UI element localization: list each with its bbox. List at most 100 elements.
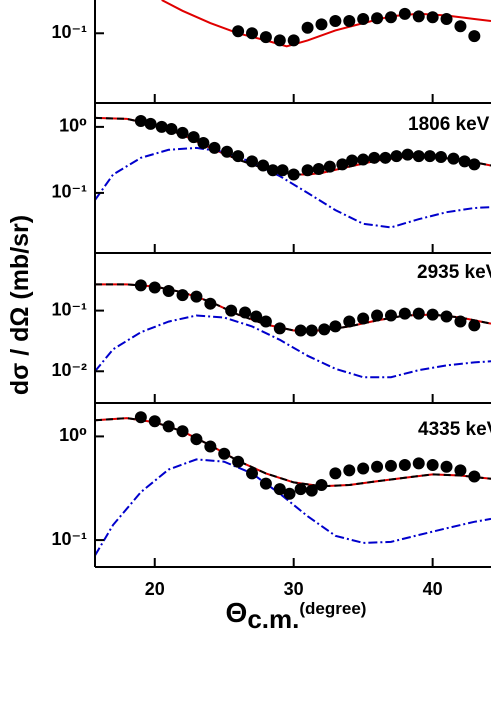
data-point bbox=[176, 289, 189, 302]
data-point bbox=[176, 126, 189, 139]
data-point bbox=[357, 462, 370, 475]
data-point bbox=[329, 320, 342, 333]
panel-annotation: 4335 keV bbox=[418, 419, 491, 440]
data-point bbox=[468, 470, 481, 483]
y-tick-label: 10⁻¹ bbox=[51, 182, 87, 202]
y-tick-label: 10⁻¹ bbox=[51, 22, 87, 42]
data-point bbox=[468, 30, 481, 43]
data-point bbox=[368, 151, 381, 164]
panel: 10⁰ 10⁻¹ 1806 keV bbox=[51, 102, 491, 254]
data-point bbox=[259, 31, 272, 44]
data-point bbox=[315, 478, 328, 491]
data-point bbox=[371, 460, 384, 473]
data-point bbox=[155, 120, 168, 133]
data-point bbox=[148, 281, 161, 294]
data-point bbox=[165, 122, 178, 135]
data-point bbox=[239, 306, 252, 319]
data-point bbox=[315, 18, 328, 31]
data-point bbox=[357, 312, 370, 325]
curve bbox=[161, 0, 491, 48]
data-point bbox=[412, 307, 425, 320]
data-point bbox=[454, 315, 467, 328]
data-point bbox=[398, 307, 411, 320]
data-point bbox=[412, 150, 425, 163]
data-point bbox=[371, 12, 384, 25]
panel: 10⁻¹ 10⁻² 2935 keV bbox=[51, 252, 491, 404]
data-point bbox=[301, 21, 314, 34]
data-point bbox=[259, 315, 272, 328]
data-point bbox=[204, 297, 217, 310]
data-point bbox=[447, 152, 460, 165]
data-point bbox=[190, 433, 203, 446]
data-point bbox=[225, 304, 238, 317]
data-point bbox=[287, 34, 300, 47]
data-point bbox=[384, 11, 397, 24]
x-label-sub: c.m. bbox=[247, 604, 299, 634]
data-point bbox=[329, 467, 342, 480]
data-point bbox=[197, 137, 210, 150]
y-tick-label: 10⁰ bbox=[59, 116, 87, 136]
data-point bbox=[134, 411, 147, 424]
x-tick-label: 40 bbox=[423, 579, 443, 599]
data-point bbox=[343, 315, 356, 328]
data-point bbox=[305, 484, 318, 497]
data-point bbox=[144, 117, 157, 130]
panel-annotation: 1806 keV bbox=[408, 114, 490, 135]
data-point bbox=[246, 467, 259, 480]
curve bbox=[95, 146, 491, 229]
data-point bbox=[468, 158, 481, 171]
data-point bbox=[329, 14, 342, 27]
data-point bbox=[176, 425, 189, 438]
data-point bbox=[162, 285, 175, 298]
data-point bbox=[357, 13, 370, 26]
data-point bbox=[134, 279, 147, 292]
data-point bbox=[423, 150, 436, 163]
x-axis-label: Θc.m.(degree) bbox=[226, 597, 367, 634]
data-point bbox=[273, 483, 286, 496]
plot-area bbox=[95, 279, 491, 379]
panel-annotation: 2935 keV bbox=[417, 262, 491, 283]
x-label-symbol: Θ bbox=[226, 597, 248, 628]
data-point bbox=[426, 458, 439, 471]
data-point bbox=[246, 27, 259, 40]
data-point bbox=[232, 455, 245, 468]
panel: 10⁰ 10⁻¹ 20 30 40 4335 keV bbox=[51, 402, 491, 599]
data-point bbox=[379, 151, 392, 164]
data-point bbox=[301, 164, 314, 177]
plot-area bbox=[161, 0, 491, 48]
y-tick-label: 10⁰ bbox=[59, 425, 87, 445]
data-point bbox=[232, 25, 245, 38]
data-point bbox=[246, 155, 259, 168]
data-point bbox=[232, 150, 245, 163]
data-point bbox=[190, 290, 203, 303]
data-point bbox=[305, 324, 318, 337]
data-point bbox=[454, 20, 467, 33]
data-point bbox=[412, 457, 425, 470]
data-point bbox=[218, 447, 231, 460]
data-point bbox=[148, 415, 161, 428]
plot-area bbox=[95, 411, 491, 557]
data-point bbox=[273, 34, 286, 47]
data-point bbox=[384, 309, 397, 322]
data-point bbox=[294, 483, 307, 496]
data-point bbox=[454, 464, 467, 477]
data-point bbox=[221, 145, 233, 158]
data-point bbox=[187, 131, 200, 144]
plot-area bbox=[95, 114, 491, 229]
x-tick-label: 20 bbox=[145, 579, 165, 599]
curve bbox=[95, 314, 491, 379]
data-point bbox=[323, 160, 336, 173]
data-point bbox=[346, 154, 359, 167]
data-point bbox=[401, 148, 414, 161]
data-point bbox=[162, 420, 175, 433]
y-tick-label: 10⁻¹ bbox=[51, 299, 87, 319]
panel: 10⁻¹ bbox=[51, 0, 491, 104]
data-point bbox=[434, 150, 447, 163]
data-point bbox=[312, 163, 325, 176]
data-point bbox=[371, 309, 384, 322]
data-point bbox=[259, 477, 272, 490]
data-point bbox=[343, 464, 356, 477]
x-tick-label: 30 bbox=[284, 579, 304, 599]
data-point bbox=[336, 158, 349, 171]
